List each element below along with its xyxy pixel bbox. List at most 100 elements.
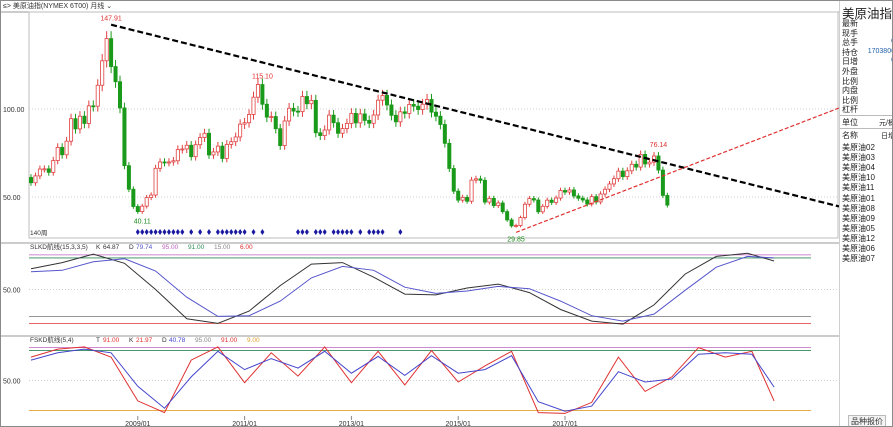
- contract-list-item[interactable]: 美原油10: [842, 173, 875, 183]
- fskd-indicator-series-line: [30, 348, 775, 412]
- chevron-down-icon[interactable]: ⌄: [106, 3, 113, 10]
- candle-body: [162, 161, 167, 164]
- candle-body: [580, 197, 585, 201]
- candle-body: [313, 99, 318, 134]
- slkd-indicator-legend-value: 15.00: [214, 244, 231, 251]
- candle-body: [198, 137, 203, 146]
- period-select[interactable]: 月线: [90, 3, 105, 10]
- contract-list-item[interactable]: 美原油08: [842, 203, 875, 213]
- contract-list-item[interactable]: 美原油03: [842, 153, 875, 163]
- candle-body: [522, 203, 527, 218]
- candle-body: [491, 198, 496, 207]
- candle-body: [144, 197, 149, 207]
- candle-body: [69, 118, 74, 142]
- candle-body: [304, 96, 309, 105]
- candle-body: [113, 66, 118, 83]
- price-annotation: 147.91: [100, 16, 122, 23]
- fskd-indicator-legend-label: D: [162, 337, 167, 344]
- candle-body: [518, 217, 523, 226]
- candle-body: [327, 114, 332, 131]
- price-chart-canvas[interactable]: 100.00 50.00 147.91 40.11 115.10 29.85 76.14 14…: [1, 1, 839, 427]
- contract-list-item[interactable]: 美原油06: [842, 244, 875, 253]
- sidebar-divider: [840, 128, 892, 129]
- contract-list-item[interactable]: 美原油02: [842, 143, 875, 152]
- candle-body: [211, 151, 216, 156]
- candle-body: [184, 144, 189, 150]
- candle-body: [37, 168, 42, 177]
- candle-body: [558, 190, 563, 199]
- signal-marker: [233, 229, 238, 235]
- signal-marker: [229, 229, 234, 235]
- candle-body: [118, 81, 123, 109]
- candle-body: [487, 198, 492, 203]
- candle-body: [371, 114, 376, 124]
- contract-list-item[interactable]: 美原油12: [842, 233, 875, 243]
- candle-body: [585, 199, 590, 205]
- instrument-title: 美原油指(NYMEX 6T00): [12, 3, 89, 10]
- candle-body: [393, 114, 398, 123]
- sidebar-field-value: 0: [891, 57, 892, 64]
- quote-list-button[interactable]: 品种报价: [848, 415, 886, 426]
- candle-body: [295, 110, 300, 113]
- candle-body: [202, 132, 207, 138]
- fskd-indicator-legend-value: 21.97: [136, 337, 153, 344]
- candle-body: [77, 115, 82, 130]
- candle-body: [255, 84, 260, 98]
- signal-marker: [367, 229, 372, 235]
- candle-body: [140, 205, 145, 213]
- signal-marker: [318, 229, 323, 235]
- candle-body: [571, 189, 576, 197]
- fskd-indicator-y-tick-label: 50.00: [3, 379, 21, 386]
- signal-marker: [140, 229, 145, 235]
- candle-body: [411, 104, 416, 107]
- candle-body: [91, 105, 96, 108]
- slkd-indicator-legend-value: 95.00: [162, 244, 179, 251]
- slkd-indicator-series-line: [30, 255, 775, 322]
- candle-body: [122, 107, 127, 167]
- signal-marker: [340, 229, 345, 235]
- contract-list-item[interactable]: 美原油11: [842, 183, 875, 193]
- candle-body: [500, 202, 505, 213]
- candle-body: [158, 161, 163, 169]
- sidebar-field-label: 持仓: [842, 47, 858, 57]
- candle-body: [616, 170, 621, 180]
- candle-body: [28, 177, 33, 184]
- signal-marker: [166, 229, 171, 235]
- fskd-indicator-title: FSKD航线(5,4): [30, 335, 74, 344]
- candle-body: [353, 113, 358, 124]
- contract-list-item[interactable]: 美原油04: [842, 163, 875, 173]
- candle-body: [460, 196, 465, 201]
- signal-marker: [220, 229, 225, 235]
- period-switch-icon[interactable]: ≤>: [3, 3, 11, 10]
- fskd-indicator-legend-value: 91.00: [221, 337, 238, 344]
- sidebar-field-label: 内盘: [842, 86, 858, 96]
- trendline: [110, 23, 839, 208]
- list-header-col: 日增: [881, 133, 892, 140]
- candle-body: [514, 225, 519, 227]
- chart-header: ≤> 美原油指(NYMEX 6T00) 月线 ⌄: [3, 1, 112, 11]
- fskd-indicator-legend-value: 9.00: [247, 337, 260, 344]
- contract-list-item[interactable]: 美原油09: [842, 213, 875, 223]
- sidebar-field-label: 总手: [842, 38, 858, 48]
- contract-list-item[interactable]: 美原油05: [842, 223, 875, 233]
- signal-marker: [322, 229, 327, 235]
- sidebar-field-label: 比例: [842, 95, 858, 105]
- signal-marker: [189, 229, 194, 235]
- slkd-indicator-legend-label: K: [96, 244, 101, 251]
- candle-body: [433, 111, 438, 117]
- candle-body: [300, 96, 305, 113]
- contract-list-item[interactable]: 美原油07: [842, 254, 875, 264]
- candle-body: [563, 190, 568, 193]
- candle-body: [242, 122, 247, 125]
- candle-body: [482, 179, 487, 203]
- candle-body: [358, 113, 363, 124]
- main-panel-frame: [28, 11, 839, 239]
- contract-list-item[interactable]: 美原油01: [842, 193, 875, 203]
- candle-body: [46, 168, 51, 173]
- candle-body: [456, 190, 461, 201]
- candle-body: [362, 113, 367, 121]
- candle-body: [153, 167, 158, 196]
- x-tick-label: 2011/01: [232, 421, 257, 427]
- price-annotation: 40.11: [134, 218, 151, 225]
